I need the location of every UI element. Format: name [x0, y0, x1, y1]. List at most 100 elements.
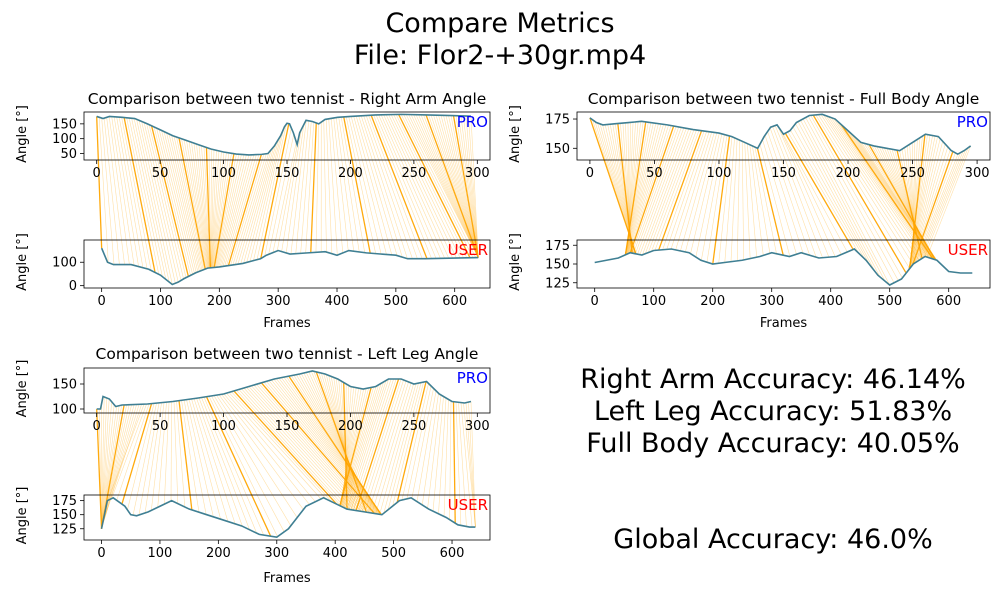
warp-line [338, 117, 360, 252]
warp-line [151, 402, 165, 511]
x-tick-label: 600 [936, 294, 961, 309]
warp-line [203, 396, 264, 536]
warp-line [183, 139, 208, 269]
warp-line [340, 386, 374, 506]
chart-1: 0 50 100 150 200 250 300 150 175 Angle [°] PRO 0 100… [508, 90, 991, 331]
warp-line [278, 377, 383, 515]
warp-line [810, 115, 903, 279]
warp-line [378, 114, 441, 259]
warp-line [166, 132, 200, 272]
x-tick-label: 300 [465, 166, 490, 181]
warp-line [401, 383, 429, 501]
warp-line [448, 115, 479, 258]
warp-line [222, 154, 255, 267]
global-accuracy: Global Accuracy: 46.0% [613, 524, 933, 555]
pro-y-axis-label: Angle [°] [15, 105, 30, 163]
warp-line [211, 395, 285, 532]
warp-line [909, 143, 946, 269]
x-tick-label: 300 [965, 166, 990, 181]
user-series-line [100, 496, 476, 539]
warp-line [256, 384, 371, 513]
warp-line [96, 408, 103, 529]
figure-title-line1: Compare Metrics [385, 8, 615, 39]
warp-line [406, 385, 432, 499]
warp-line [268, 134, 295, 255]
warp-line [318, 372, 365, 512]
warp-line [211, 151, 222, 268]
warp-line [342, 383, 382, 508]
warp-line [418, 114, 479, 258]
warp-line [258, 383, 373, 514]
warp-line [215, 154, 240, 268]
warp-line [213, 395, 292, 526]
warp-line [113, 116, 139, 267]
y-tick-label: 150 [52, 508, 77, 523]
x-tick-label: 100 [148, 546, 173, 561]
warp-line [908, 135, 933, 271]
warp-line [186, 140, 208, 269]
warp-line [835, 119, 931, 259]
warp-line [910, 146, 949, 268]
warp-line [805, 117, 895, 283]
warp-line [116, 403, 150, 501]
user-y-axis-label: Angle [°] [15, 233, 30, 291]
warp-line [132, 403, 157, 516]
warp-line [589, 117, 637, 255]
warp-line [221, 154, 252, 267]
warp-line [921, 149, 966, 259]
x-tick-label: 200 [338, 419, 363, 434]
warp-line [138, 402, 160, 516]
warp-line [333, 377, 354, 511]
warp-line [666, 131, 707, 250]
warp-line [410, 114, 479, 258]
warp-line [909, 134, 926, 269]
warp-line [625, 123, 662, 255]
warp-line [411, 388, 434, 499]
warp-line [355, 378, 400, 511]
warp-line [253, 128, 285, 261]
warp-line [924, 147, 969, 258]
x-tick-label: 100 [148, 294, 173, 309]
warp-line [383, 114, 449, 259]
warp-line [217, 154, 245, 268]
warp-line [205, 147, 212, 268]
warp-line [201, 397, 257, 534]
warp-line [846, 128, 936, 260]
warp-line [157, 402, 167, 508]
user-y-axis-label: Angle [°] [508, 233, 523, 291]
warp-line [348, 378, 392, 510]
warp-line [379, 383, 417, 515]
warp-line [752, 145, 771, 254]
warp-line [240, 146, 275, 264]
warp-line [812, 114, 907, 274]
warp-line [797, 121, 881, 278]
warp-line [635, 127, 682, 254]
warp-line [744, 142, 751, 259]
user-series-label: USER [948, 241, 988, 259]
warp-line [210, 149, 215, 268]
warp-line [346, 378, 389, 510]
warp-line [780, 129, 842, 255]
warp-line [243, 142, 277, 264]
x-axis-label: Frames [263, 571, 311, 586]
warp-line [926, 145, 971, 258]
warp-line [642, 128, 690, 255]
x-tick-label: 0 [93, 166, 101, 181]
warp-line [754, 146, 777, 254]
warp-line [629, 125, 675, 254]
warp-line [296, 374, 379, 515]
warp-line [908, 134, 928, 270]
warp-line [198, 397, 250, 530]
warp-line [161, 130, 197, 273]
warp-line [647, 129, 695, 253]
warp-line [670, 131, 710, 250]
warp-line [323, 373, 362, 512]
warp-line [440, 115, 479, 258]
pro-y-axis-label: Angle [°] [508, 105, 523, 163]
warp-line [333, 117, 349, 251]
x-tick-label: 100 [211, 166, 236, 181]
warp-line [818, 114, 914, 265]
warp-line [385, 114, 453, 259]
warp-line [272, 141, 297, 253]
warp-line [226, 154, 260, 266]
